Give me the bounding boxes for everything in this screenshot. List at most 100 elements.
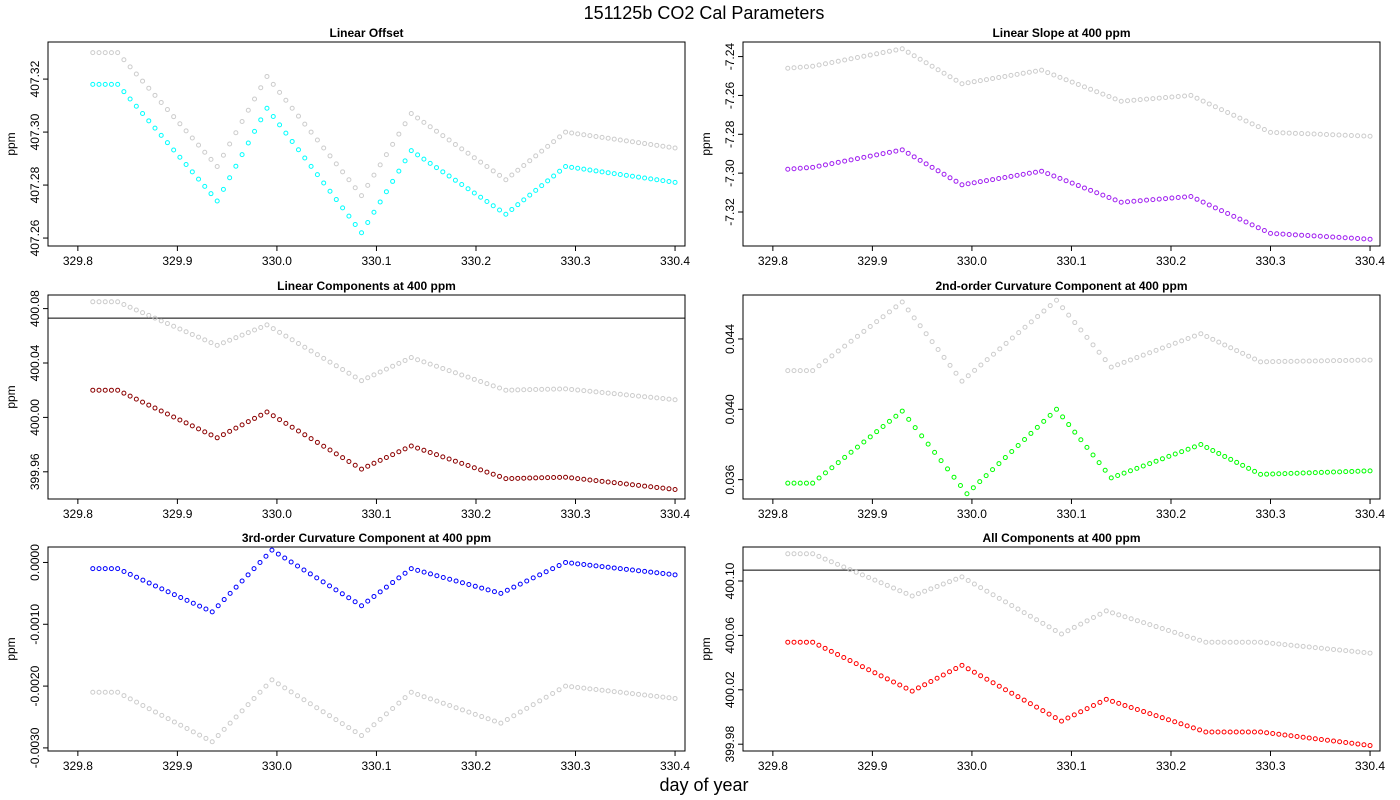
- data-point: [797, 165, 803, 171]
- data-point: [1337, 358, 1343, 364]
- data-point: [1367, 236, 1373, 242]
- data-point: [396, 360, 402, 366]
- data-point: [629, 139, 635, 145]
- data-point: [1337, 647, 1343, 653]
- data-point: [912, 425, 918, 431]
- data-point: [301, 697, 307, 703]
- data-point: [164, 411, 170, 417]
- data-point: [964, 491, 970, 497]
- data-point: [835, 159, 841, 165]
- data-point: [917, 56, 923, 62]
- data-point: [365, 598, 371, 604]
- data-point: [816, 363, 822, 369]
- data-point: [1054, 297, 1060, 303]
- data-point: [288, 559, 294, 565]
- data-point: [1102, 357, 1108, 363]
- data-point: [282, 555, 288, 561]
- data-point: [511, 584, 517, 590]
- data-point: [785, 368, 791, 374]
- y-axis-label: ppm: [4, 385, 18, 408]
- data-point: [214, 435, 220, 441]
- data-point: [1015, 694, 1021, 700]
- data-point: [533, 475, 539, 481]
- data-point: [1306, 470, 1312, 476]
- data-point: [1075, 183, 1081, 189]
- data-point: [1330, 132, 1336, 138]
- data-point: [527, 475, 533, 481]
- data-point: [440, 700, 446, 706]
- data-point: [208, 156, 214, 162]
- data-point: [252, 327, 258, 333]
- data-point: [377, 457, 383, 463]
- data-point: [983, 473, 989, 479]
- data-point: [127, 304, 133, 310]
- data-point: [605, 688, 611, 694]
- data-point: [478, 159, 484, 165]
- data-point: [515, 387, 521, 393]
- data-point: [1294, 470, 1300, 476]
- data-point: [1175, 195, 1181, 201]
- data-point: [127, 64, 133, 70]
- data-point: [252, 96, 258, 102]
- data-point: [791, 368, 797, 374]
- data-point: [440, 169, 446, 175]
- data-point: [1009, 602, 1015, 608]
- data-point: [1361, 742, 1367, 748]
- data-point: [803, 639, 809, 645]
- data-point: [479, 585, 485, 591]
- data-point: [1097, 611, 1103, 617]
- data-point: [146, 402, 152, 408]
- data-point: [146, 580, 152, 586]
- data-point: [1147, 461, 1153, 467]
- data-point: [127, 96, 133, 102]
- data-point: [509, 172, 515, 178]
- data-point: [171, 114, 177, 120]
- data-point: [498, 590, 504, 596]
- data-point: [660, 570, 666, 576]
- data-point: [490, 203, 496, 209]
- data-point: [359, 733, 365, 739]
- data-point: [791, 551, 797, 557]
- data-point: [1020, 70, 1026, 76]
- data-point: [264, 105, 270, 111]
- y-tick-label: -7.30: [723, 159, 737, 187]
- data-point: [152, 709, 158, 715]
- data-point: [593, 478, 599, 484]
- data-point: [1063, 178, 1069, 184]
- data-point: [636, 140, 642, 146]
- data-point: [922, 682, 928, 688]
- data-point: [648, 394, 654, 400]
- y-axis-label: ppm: [699, 132, 713, 155]
- data-point: [1121, 470, 1127, 476]
- x-tick-label: 330.4: [660, 507, 690, 521]
- y-tick-label: 0.040: [723, 394, 737, 424]
- data-point: [623, 566, 629, 572]
- data-point: [1286, 130, 1292, 136]
- data-point: [1100, 91, 1106, 97]
- data-point: [263, 683, 269, 689]
- data-point: [484, 381, 490, 387]
- data-point: [245, 140, 251, 146]
- data-point: [208, 340, 214, 346]
- data-point: [121, 302, 127, 308]
- data-point: [282, 685, 288, 691]
- data-point: [447, 576, 453, 582]
- data-point: [886, 418, 892, 424]
- data-point: [327, 188, 333, 194]
- data-point: [575, 684, 581, 690]
- data-point: [333, 717, 339, 723]
- data-point: [277, 417, 283, 423]
- y-axis-label: ppm: [4, 132, 18, 155]
- data-point: [446, 368, 452, 374]
- data-point: [959, 182, 965, 188]
- data-point: [543, 694, 549, 700]
- data-point: [245, 107, 251, 113]
- data-point: [984, 588, 990, 594]
- data-point: [1185, 446, 1191, 452]
- data-point: [654, 693, 660, 699]
- data-point: [164, 321, 170, 327]
- data-point: [327, 447, 333, 453]
- data-point: [308, 129, 314, 135]
- data-point: [1034, 704, 1040, 710]
